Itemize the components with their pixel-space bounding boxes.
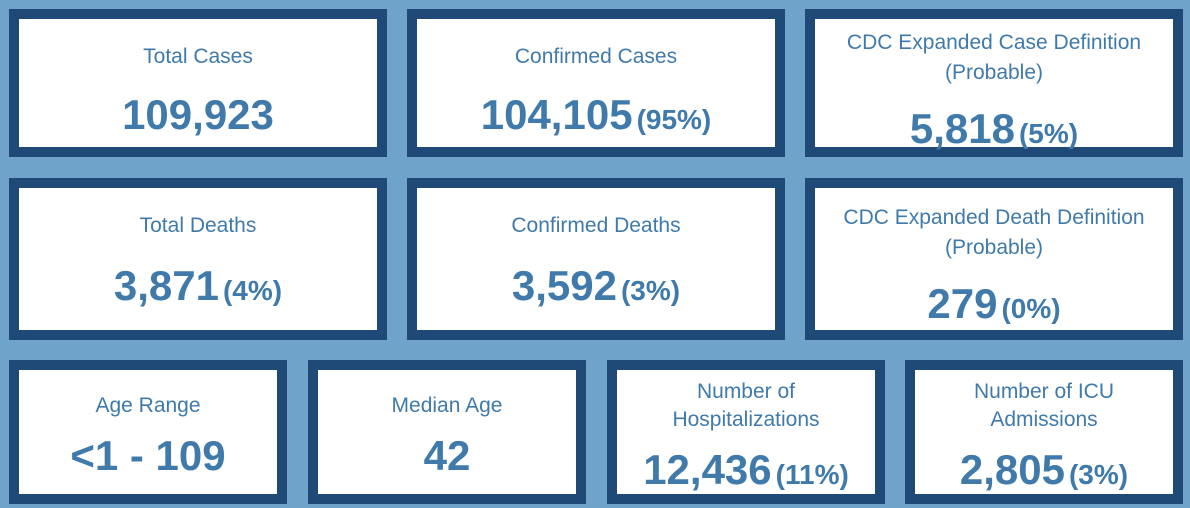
total-deaths-percent: (4%) — [222, 275, 283, 306]
icu-admissions-label-line1: Number of ICU — [973, 380, 1115, 403]
hospitalizations-value: 12,436 — [643, 446, 772, 493]
total-deaths-label: Total Deaths — [139, 214, 257, 237]
probable-cases-percent: (5%) — [1018, 118, 1079, 149]
confirmed-deaths-value: 3,592 — [511, 262, 617, 309]
confirmed-deaths-label: Confirmed Deaths — [511, 214, 681, 237]
probable-cases-value: 5,818 — [909, 105, 1015, 152]
confirmed-deaths-card: Confirmed Deaths 3,592 (3%) — [407, 178, 785, 340]
median-age-label: Median Age — [391, 394, 503, 417]
hospitalizations-card: Number of Hospitalizations 12,436 (11%) — [607, 360, 885, 504]
median-age-card: Median Age 42 — [308, 360, 586, 504]
probable-cases-label-line2: (Probable) — [944, 61, 1044, 84]
age-range-value: <1 - 109 — [70, 432, 226, 479]
probable-deaths-value: 279 — [927, 280, 998, 327]
confirmed-cases-card: Confirmed Cases 104,105 (95%) — [407, 9, 785, 157]
age-range-card: Age Range <1 - 109 — [9, 360, 287, 504]
probable-deaths-card: CDC Expanded Death Definition (Probable)… — [805, 178, 1183, 340]
confirmed-deaths-percent: (3%) — [620, 275, 681, 306]
total-cases-label: Total Cases — [143, 45, 253, 68]
icu-admissions-value: 2,805 — [959, 446, 1065, 493]
probable-cases-card: CDC Expanded Case Definition (Probable) … — [805, 9, 1183, 157]
hospitalizations-label-line2: Hospitalizations — [672, 408, 820, 431]
total-cases-card: Total Cases 109,923 — [9, 9, 387, 157]
probable-deaths-label-line1: CDC Expanded Death Definition — [843, 206, 1145, 229]
total-deaths-card: Total Deaths 3,871 (4%) — [9, 178, 387, 340]
hospitalizations-percent: (11%) — [775, 459, 849, 490]
icu-admissions-card: Number of ICU Admissions 2,805 (3%) — [905, 360, 1183, 504]
probable-deaths-percent: (0%) — [1001, 293, 1061, 324]
icu-admissions-label-line2: Admissions — [990, 408, 1098, 431]
confirmed-cases-value: 104,105 — [480, 91, 633, 138]
hospitalizations-label-line1: Number of — [696, 380, 796, 403]
median-age-value: 42 — [423, 432, 471, 479]
confirmed-cases-percent: (95%) — [636, 104, 712, 135]
confirmed-cases-label: Confirmed Cases — [514, 45, 678, 68]
total-deaths-value: 3,871 — [113, 262, 219, 309]
age-range-label: Age Range — [95, 394, 201, 417]
icu-admissions-percent: (3%) — [1068, 459, 1129, 490]
total-cases-value: 109,923 — [122, 91, 274, 138]
probable-deaths-label-line2: (Probable) — [944, 236, 1044, 259]
probable-cases-label-line1: CDC Expanded Case Definition — [846, 31, 1142, 54]
